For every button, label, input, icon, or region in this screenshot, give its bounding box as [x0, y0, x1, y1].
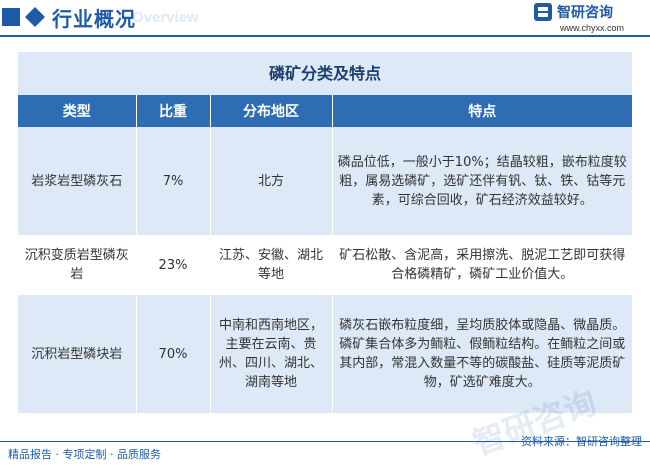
column-header-region: 分布地区: [210, 95, 333, 127]
footer-divider: [0, 441, 650, 442]
cell-type: 岩浆岩型磷灰石: [18, 127, 137, 235]
page-title: 行业概况: [52, 7, 136, 31]
phosphate-table-container: 磷矿分类及特点 类型 比重 分布地区 特点 岩浆岩型磷灰石 7% 北方 磷品位低…: [18, 52, 632, 413]
cell-region: 江苏、安徽、湖北等地: [210, 235, 333, 295]
cell-features: 磷品位低，一般小于10%；结晶较粗，嵌布粒度较粗，属易选磷矿，选矿还伴有钒、钛、…: [332, 127, 632, 235]
page-header: Overview 行业概况 智研咨询 www.chyxx.com: [0, 0, 650, 38]
header-divider: [0, 35, 650, 37]
header-square-icon: [2, 8, 20, 26]
cell-type: 沉积变质岩型磷灰岩: [18, 235, 137, 295]
cell-region: 中南和西南地区，主要在云南、贵州、四川、湖北、湖南等地: [210, 295, 333, 413]
column-header-share: 比重: [136, 95, 211, 127]
table-row: 沉积变质岩型磷灰岩 23% 江苏、安徽、湖北等地 矿石松散、含泥高，采用擦洗、脱…: [18, 235, 632, 295]
company-logo-icon: [534, 3, 552, 21]
cell-share: 23%: [136, 235, 211, 295]
header-subtitle: Overview: [132, 9, 199, 26]
cell-share: 7%: [136, 127, 211, 235]
cell-features: 矿石松散、含泥高，采用擦洗、脱泥工艺即可获得合格磷精矿，磷矿工业价值大。: [332, 235, 632, 295]
header-diamond-icon: [25, 7, 45, 27]
column-header-features: 特点: [332, 95, 632, 127]
company-url: www.chyxx.com: [560, 23, 625, 33]
table-row: 沉积岩型磷块岩 70% 中南和西南地区，主要在云南、贵州、四川、湖北、湖南等地 …: [18, 295, 632, 413]
table-row: 岩浆岩型磷灰石 7% 北方 磷品位低，一般小于10%；结晶较粗，嵌布粒度较粗，属…: [18, 127, 632, 235]
cell-share: 70%: [136, 295, 211, 413]
cell-features: 磷灰石嵌布粒度细，呈均质胶体或隐晶、微晶质。磷矿集合体多为鲕粒、假鲕粒结构。在鲕…: [332, 295, 632, 413]
cell-type: 沉积岩型磷块岩: [18, 295, 137, 413]
table-header-row: 类型 比重 分布地区 特点: [18, 95, 632, 127]
company-logo-text: 智研咨询: [557, 5, 613, 21]
data-source: 资料来源：智研咨询整理: [521, 435, 642, 448]
table-title: 磷矿分类及特点: [18, 52, 632, 95]
phosphate-classification-table: 类型 比重 分布地区 特点 岩浆岩型磷灰石 7% 北方 磷品位低，一般小于10%…: [18, 95, 632, 413]
footer-slogan: 精品报告 · 专项定制 · 品质服务: [8, 448, 161, 461]
column-header-type: 类型: [18, 95, 137, 127]
cell-region: 北方: [210, 127, 333, 235]
